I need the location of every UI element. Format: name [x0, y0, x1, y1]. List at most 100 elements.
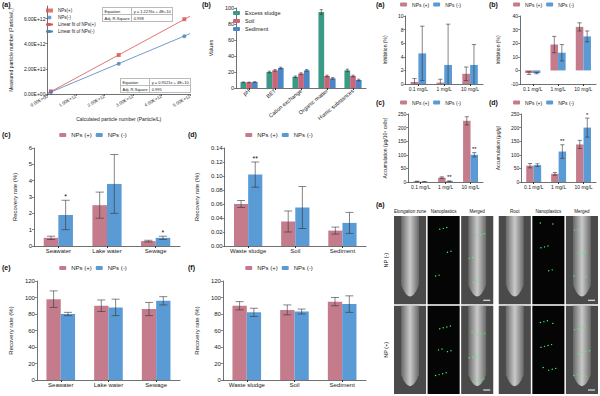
svg-text:2: 2 — [401, 67, 404, 73]
svg-text:20: 20 — [228, 69, 234, 75]
svg-text:10: 10 — [513, 54, 519, 60]
svg-text:Accumulation (μg/10⁸ cells): Accumulation (μg/10⁸ cells) — [382, 117, 388, 178]
svg-text:20: 20 — [28, 361, 35, 367]
svg-text:**: ** — [472, 146, 477, 152]
svg-text:Sediment: Sediment — [330, 248, 356, 254]
svg-text:Recovery rate (%): Recovery rate (%) — [194, 306, 200, 354]
svg-text:Merged: Merged — [470, 209, 486, 214]
svg-text:**: ** — [447, 174, 452, 180]
svg-text:0.06: 0.06 — [211, 201, 223, 207]
svg-text:0.04: 0.04 — [211, 215, 223, 221]
svg-text:4: 4 — [401, 54, 404, 60]
svg-text:NPs (+): NPs (+) — [412, 100, 429, 106]
svg-text:0.1 mg/L: 0.1 mg/L — [411, 184, 431, 190]
svg-text:80: 80 — [28, 311, 35, 317]
svg-text:100: 100 — [25, 295, 36, 301]
svg-text:**: ** — [252, 155, 258, 162]
svg-text:20: 20 — [513, 40, 519, 46]
svg-text:10: 10 — [398, 13, 404, 19]
svg-text:NPs (-): NPs (-) — [558, 100, 574, 106]
svg-text:4.00E+12: 4.00E+12 — [24, 41, 46, 47]
svg-text:10 mg/L: 10 mg/L — [575, 184, 593, 190]
svg-text:40: 40 — [214, 344, 221, 350]
svg-text:4.00E+12: 4.00E+12 — [144, 94, 164, 108]
svg-text:Lake water: Lake water — [92, 248, 121, 254]
svg-text:*: * — [162, 229, 165, 236]
svg-text:60: 60 — [28, 328, 35, 334]
svg-text:Sewage: Sewage — [145, 382, 167, 388]
svg-text:NPs (+): NPs (+) — [71, 265, 92, 271]
svg-text:Elongation zone: Elongation zone — [394, 209, 427, 214]
svg-text:NPs (+): NPs (+) — [257, 265, 278, 271]
svg-text:NPs (+): NPs (+) — [257, 132, 278, 138]
svg-text:Soil: Soil — [245, 18, 254, 24]
svg-text:50: 50 — [401, 165, 407, 171]
svg-text:150: 150 — [398, 138, 407, 144]
svg-text:3.00E+12: 3.00E+12 — [115, 94, 135, 108]
svg-text:0.02: 0.02 — [211, 229, 223, 235]
svg-text:Measured particle number (Part: Measured particle number (Particle/L) — [8, 8, 14, 92]
svg-text:Accumulation (μg/g): Accumulation (μg/g) — [495, 125, 501, 170]
svg-text:NPs (-): NPs (-) — [108, 132, 127, 138]
svg-text:40: 40 — [28, 344, 35, 350]
svg-text:Seawater: Seawater — [46, 248, 71, 254]
svg-text:150: 150 — [511, 138, 520, 144]
svg-text:1 mg/L: 1 mg/L — [437, 86, 453, 92]
svg-text:6: 6 — [401, 40, 404, 46]
svg-text:**: ** — [560, 138, 565, 144]
svg-text:100: 100 — [398, 152, 407, 158]
svg-text:Merged: Merged — [574, 209, 590, 214]
svg-text:*: * — [586, 112, 589, 118]
svg-text:0.14: 0.14 — [211, 145, 223, 151]
svg-text:1.00E+12: 1.00E+12 — [58, 94, 78, 108]
svg-text:Waste sludge: Waste sludge — [229, 382, 266, 388]
svg-text:NP (+): NP (+) — [383, 342, 389, 358]
svg-text:200: 200 — [511, 125, 520, 131]
svg-text:Humic substances: Humic substances — [317, 88, 355, 122]
svg-text:50: 50 — [514, 165, 520, 171]
svg-text:0: 0 — [516, 179, 519, 185]
svg-text:Sediment: Sediment — [329, 382, 355, 388]
svg-text:-10: -10 — [511, 81, 518, 87]
svg-text:0: 0 — [218, 377, 222, 383]
svg-text:4: 4 — [29, 178, 33, 184]
svg-text:40: 40 — [513, 13, 519, 19]
svg-text:Sediment: Sediment — [245, 26, 269, 32]
svg-text:NPs (-): NPs (-) — [294, 265, 313, 271]
svg-text:0: 0 — [29, 243, 33, 249]
svg-text:Values: Values — [208, 40, 214, 57]
svg-text:Nanoplastics: Nanoplastics — [431, 209, 458, 214]
svg-text:250: 250 — [511, 111, 520, 117]
svg-text:3: 3 — [29, 194, 33, 200]
svg-text:100: 100 — [511, 152, 520, 158]
svg-text:0.00E+00: 0.00E+00 — [29, 94, 49, 108]
svg-text:0: 0 — [515, 67, 518, 73]
svg-text:Excess sludge: Excess sludge — [245, 10, 280, 16]
svg-text:120: 120 — [25, 278, 36, 284]
svg-text:Root: Root — [510, 209, 520, 214]
svg-text:0: 0 — [403, 179, 406, 185]
svg-text:Recovery rate (%): Recovery rate (%) — [194, 173, 200, 221]
svg-text:Linear fit of NPs(+): Linear fit of NPs(+) — [58, 22, 96, 27]
svg-text:100: 100 — [225, 5, 234, 11]
svg-text:5: 5 — [29, 161, 33, 167]
svg-text:(b): (b) — [489, 1, 498, 9]
svg-text:5.00E+12: 5.00E+12 — [172, 94, 192, 108]
svg-text:NPs (+): NPs (+) — [525, 100, 542, 106]
svg-text:NPs (+): NPs (+) — [412, 2, 429, 8]
svg-text:NPs(+): NPs(+) — [58, 8, 73, 13]
svg-text:pH: pH — [242, 88, 251, 97]
svg-text:Recovery rate (%): Recovery rate (%) — [8, 306, 14, 354]
svg-text:20: 20 — [214, 361, 221, 367]
svg-text:0.08: 0.08 — [211, 187, 223, 193]
svg-text:1 mg/L: 1 mg/L — [438, 184, 454, 190]
svg-text:(e): (e) — [2, 264, 11, 272]
svg-text:40: 40 — [228, 53, 234, 59]
svg-text:NPs (-): NPs (-) — [445, 2, 461, 8]
svg-text:NPs (-): NPs (-) — [294, 132, 313, 138]
svg-text:250: 250 — [398, 111, 407, 117]
svg-text:Inhibition (%): Inhibition (%) — [382, 35, 388, 65]
svg-text:10 mg/L: 10 mg/L — [574, 86, 592, 92]
svg-text:Linear fit of NPs(-): Linear fit of NPs(-) — [58, 29, 95, 34]
svg-text:NPs (+): NPs (+) — [71, 132, 92, 138]
